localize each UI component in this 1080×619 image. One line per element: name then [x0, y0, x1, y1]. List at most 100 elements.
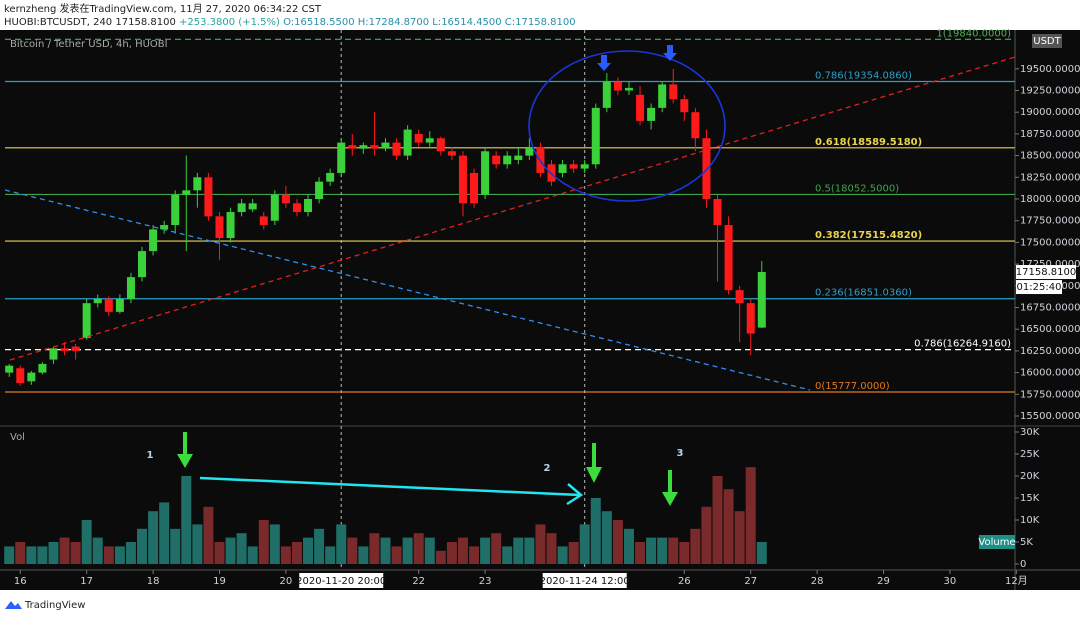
volume-bar [391, 546, 402, 564]
volume-bar [291, 542, 302, 564]
arrow-icon [663, 45, 677, 61]
y-tick-label: 18000.0000 [1020, 194, 1080, 205]
y-tick-label: 19250.0000 [1020, 86, 1080, 97]
candle-body [60, 348, 69, 351]
volume-bar [15, 542, 26, 564]
volume-bar [192, 524, 203, 564]
x-tick-label: 19 [213, 576, 226, 587]
y-tick-label: 17750.0000 [1020, 216, 1080, 227]
candle-body [757, 272, 766, 328]
fib-label: 0.786(16264.9160) [914, 339, 1011, 350]
candle-body [680, 99, 689, 113]
candle-body [348, 145, 357, 149]
candle-body [237, 203, 246, 213]
volume-bar [635, 542, 646, 564]
volume-bar [103, 546, 114, 564]
ohlc: O:16518.5500 H:17284.8700 L:16514.4500 C… [283, 17, 576, 28]
volume-bar [701, 506, 712, 564]
last-price-tag: 17158.8100 [1016, 267, 1076, 278]
candle-body [702, 138, 711, 200]
candle-body [370, 145, 379, 149]
candle-body [492, 155, 501, 165]
y-tick-label: 16750.0000 [1020, 303, 1080, 314]
y-tick-label: 19500.0000 [1020, 64, 1080, 75]
candle-body [503, 155, 512, 165]
x-tick-label: 30 [944, 576, 957, 587]
crosshair-label-bg [299, 573, 384, 588]
candle-body [735, 290, 744, 304]
candle-body [226, 212, 235, 239]
volume-bar [148, 511, 159, 564]
candle-body [337, 142, 346, 173]
price: 17158.8100 [115, 17, 175, 28]
volume-bar [668, 537, 679, 564]
x-tick-label: 23 [479, 576, 492, 587]
y-tick-label: 16000.0000 [1020, 368, 1080, 379]
annotation: 3 [677, 448, 684, 459]
candle-body [215, 216, 224, 239]
fib-label: 0.5(18052.5000) [815, 183, 899, 194]
volume-bar [347, 537, 358, 564]
volume-bar [612, 520, 623, 564]
volume-tag-bg [979, 535, 1015, 549]
volume-bar [303, 537, 314, 564]
volume-bar [358, 546, 369, 564]
y-tick-label: 18750.0000 [1020, 129, 1080, 140]
volume-bar [59, 537, 70, 564]
volume-bar [137, 528, 148, 564]
fib-label: 0.236(16851.0360) [815, 288, 912, 299]
volume-bar [125, 542, 136, 564]
volume-bar [247, 546, 258, 564]
countdown-bg [1016, 280, 1062, 295]
y2-tick-label: 25K [1020, 449, 1040, 460]
x-tick-label: 17 [80, 576, 93, 587]
symbol: HUOBI:BTCUSDT, 240 [4, 17, 112, 28]
volume-title: Vol [10, 432, 25, 443]
volume-bar [446, 542, 457, 564]
fib-label: 0.786(19354.0860) [815, 70, 912, 81]
fib-label: 0.382(17515.4820) [815, 230, 922, 241]
volume-bar [657, 537, 668, 564]
candle-body [458, 155, 467, 204]
candle-body [304, 199, 313, 213]
y-tick-label: 16500.0000 [1020, 324, 1080, 335]
candle-body [669, 84, 678, 100]
candle-body [525, 146, 534, 156]
volume-tag: Volume [978, 537, 1015, 548]
y-tick-label: 17500.0000 [1020, 237, 1080, 248]
trend-line [9, 56, 1016, 361]
volume-bar [170, 528, 181, 564]
volume-bar [92, 537, 103, 564]
volume-bar [258, 520, 269, 564]
volume-bar [114, 546, 125, 564]
candle-body [658, 84, 667, 108]
volume-bar [756, 542, 767, 564]
volume-bar [513, 537, 524, 564]
currency-tag-bg [1032, 34, 1062, 48]
candle-body [624, 87, 633, 91]
volume-bar [745, 467, 756, 564]
candle-body [691, 112, 700, 139]
y2-tick-label: 5K [1020, 537, 1033, 548]
candle-body [292, 203, 301, 213]
countdown: 01:25:40 [1017, 282, 1062, 293]
annotation: 2 [544, 463, 551, 474]
volume-bar [203, 506, 214, 564]
volume-bar [325, 546, 336, 564]
volume-bar [502, 546, 513, 564]
volume-bar [70, 542, 81, 564]
volume-bar [480, 537, 491, 564]
volume-bar [269, 524, 280, 564]
volume-bar [734, 511, 745, 564]
annotation: 1 [147, 450, 154, 461]
fib-label: 1(19840.0000) [936, 28, 1011, 39]
volume-bar [535, 524, 546, 564]
x-tick-label: 26 [678, 576, 691, 587]
candle-body [470, 172, 479, 204]
volume-bar [236, 533, 247, 564]
candle-body [171, 194, 180, 226]
candle-body [115, 298, 124, 312]
fib-label: 0(15777.0000) [815, 381, 890, 392]
change: +253.3800 (+1.5%) [179, 17, 280, 28]
